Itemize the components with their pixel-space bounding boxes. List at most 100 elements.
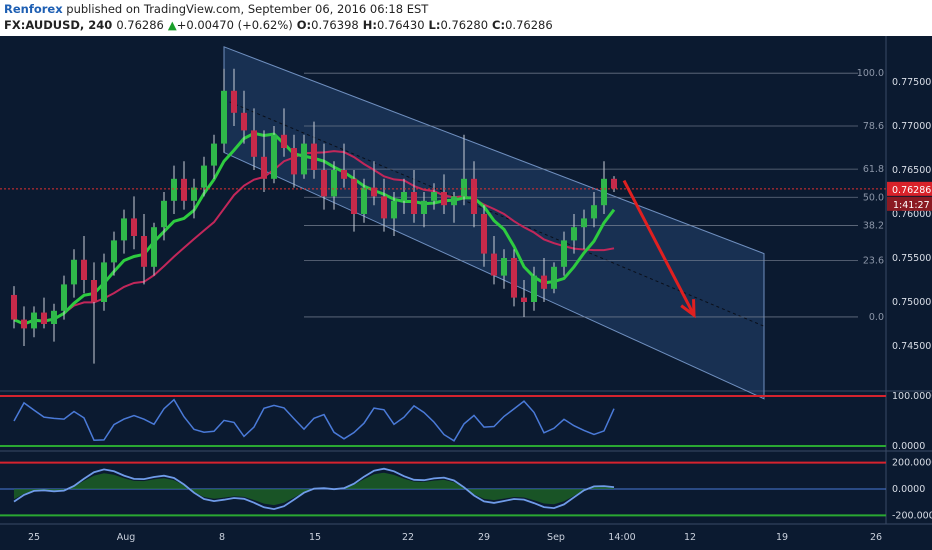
candle-body	[421, 200, 427, 214]
candle-body	[571, 227, 577, 241]
candle-body	[41, 312, 47, 324]
candle-body	[201, 165, 207, 188]
candle-body	[241, 112, 247, 131]
countdown-badge	[887, 196, 932, 211]
close-label: C:	[492, 18, 506, 32]
countdown-label: 1:41:27	[893, 200, 930, 211]
open-value: 0.76398	[311, 18, 359, 32]
candle-body	[211, 143, 217, 166]
time-tick-label: 22	[402, 532, 414, 543]
candle-body	[191, 187, 197, 201]
candle-body	[331, 170, 337, 197]
forecast-arrow-head	[680, 299, 696, 319]
fib-level-label: 100.0	[857, 68, 884, 79]
candle-body	[401, 192, 407, 201]
candle-body	[441, 192, 447, 206]
candle-body	[151, 227, 157, 267]
candle-body	[111, 240, 117, 263]
time-tick-label: 14:00	[608, 532, 635, 543]
momentum-level-label: -200.0000	[892, 510, 932, 521]
price-tick-label: 0.76500	[892, 165, 931, 176]
candle-body	[431, 192, 437, 201]
up-arrow-icon: ▲	[167, 18, 177, 32]
candle-body	[311, 143, 317, 170]
candle-body	[471, 178, 477, 214]
price-tick-label: 0.77500	[892, 77, 931, 88]
candle-body	[141, 236, 147, 267]
candle-body	[101, 262, 107, 302]
time-tick-label: 19	[776, 532, 788, 543]
time-tick-label: 8	[219, 532, 225, 543]
price-tick-label: 0.74500	[892, 341, 931, 352]
candle-body	[321, 170, 327, 197]
time-tick-label: 25	[28, 532, 40, 543]
candle-body	[161, 200, 167, 228]
candle-body	[81, 259, 87, 280]
candle-body	[61, 284, 67, 311]
price-chart[interactable]: 100.0 78.6 61.8 50.0 38.2 23.6 0.0 0.77500 0.77…	[0, 36, 932, 550]
candle-body	[71, 259, 77, 285]
time-tick-label: 29	[478, 532, 490, 543]
candle-body	[221, 90, 227, 144]
price-tick-label: 0.76000	[892, 209, 931, 220]
candle-body	[351, 178, 357, 214]
candle-body	[391, 200, 397, 219]
last-price-badge	[887, 181, 932, 196]
candle-body	[581, 218, 587, 228]
candle-body	[511, 258, 517, 298]
close-value: 0.76286	[505, 18, 553, 32]
momentum-level-label: 200.0000	[892, 458, 932, 469]
candle-body	[251, 130, 257, 157]
candle-body	[181, 178, 187, 201]
author-link[interactable]: Renforex	[4, 2, 63, 16]
candle-body	[611, 178, 617, 189]
candle-body	[301, 143, 307, 175]
candle-body	[31, 312, 37, 329]
candle-body	[481, 214, 487, 254]
publish-line: Renforex published on TradingView.com, S…	[4, 2, 428, 16]
candle-body	[561, 240, 567, 267]
candle-body	[121, 218, 127, 241]
symbol-label[interactable]: FX:AUDUSD, 240	[4, 18, 113, 32]
candle-body	[411, 192, 417, 214]
high-label: H:	[362, 18, 377, 32]
fib-level-label: 38.2	[863, 220, 884, 231]
candle-body	[501, 258, 507, 276]
time-tick-label: Sep	[547, 532, 565, 543]
candle-body	[601, 178, 607, 206]
candle-body	[591, 205, 597, 219]
fib-level-label: 23.6	[863, 256, 884, 267]
candle-body	[461, 178, 467, 197]
time-tick-label: 12	[684, 532, 696, 543]
low-label: L:	[428, 18, 441, 32]
price-tick-label: 0.77000	[892, 121, 931, 132]
fib-level-label: 0.0	[869, 312, 884, 323]
candle-body	[361, 187, 367, 214]
candle-body	[131, 218, 137, 236]
open-label: O:	[296, 18, 312, 32]
candle-body	[491, 253, 497, 276]
oscillator-level-label: 100.0000	[892, 391, 932, 402]
high-value: 0.76430	[376, 18, 425, 32]
candle-body	[531, 275, 537, 302]
momentum-level-label: 0.0000	[892, 484, 925, 495]
fib-level-label: 50.0	[863, 192, 884, 203]
chart-background	[0, 36, 932, 550]
candle-body	[341, 170, 347, 179]
published-info: published on TradingView.com, September …	[66, 2, 429, 16]
momentum-line	[13, 467, 615, 511]
price-tick-label: 0.75000	[892, 297, 931, 308]
candle-body	[551, 266, 557, 289]
fib-level-label: 78.6	[863, 121, 884, 132]
fib-level-label: 61.8	[863, 164, 884, 175]
candle-body	[541, 275, 547, 289]
candle-body	[291, 148, 297, 175]
time-tick-label: Aug	[117, 532, 136, 543]
candle-body	[21, 319, 27, 329]
oscillator-level-label: 0.0000	[892, 441, 925, 452]
candle-body	[381, 196, 387, 219]
time-tick-label: 15	[309, 532, 321, 543]
candle-body	[261, 156, 267, 179]
price-tick-label: 0.75500	[892, 253, 931, 264]
candle-body	[231, 90, 237, 113]
